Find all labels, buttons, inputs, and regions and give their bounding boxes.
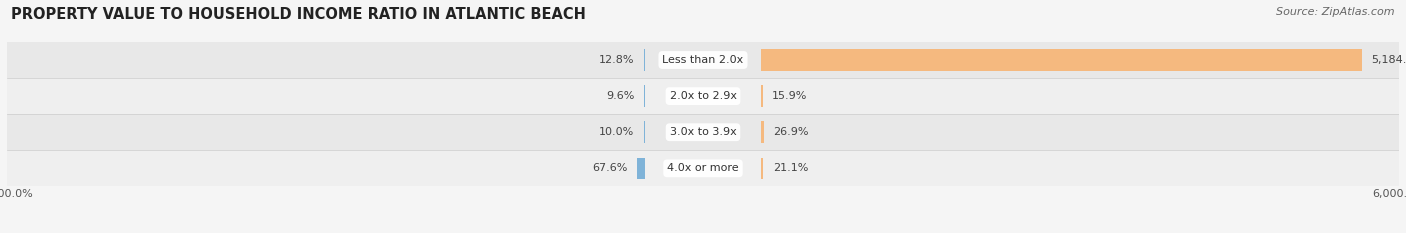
Bar bbox=[7, 150, 1399, 186]
Text: Less than 2.0x: Less than 2.0x bbox=[662, 55, 744, 65]
Text: 4.0x or more: 4.0x or more bbox=[668, 163, 738, 173]
Bar bbox=[761, 85, 763, 107]
Text: 3.0x to 3.9x: 3.0x to 3.9x bbox=[669, 127, 737, 137]
Text: 10.0%: 10.0% bbox=[599, 127, 634, 137]
Text: 15.9%: 15.9% bbox=[772, 91, 807, 101]
Text: Source: ZipAtlas.com: Source: ZipAtlas.com bbox=[1277, 7, 1395, 17]
Text: 12.8%: 12.8% bbox=[599, 55, 634, 65]
Text: 67.6%: 67.6% bbox=[592, 163, 628, 173]
Bar bbox=[7, 114, 1399, 150]
Text: PROPERTY VALUE TO HOUSEHOLD INCOME RATIO IN ATLANTIC BEACH: PROPERTY VALUE TO HOUSEHOLD INCOME RATIO… bbox=[11, 7, 586, 22]
Text: 26.9%: 26.9% bbox=[773, 127, 808, 137]
Bar bbox=[644, 49, 645, 71]
Text: 9.6%: 9.6% bbox=[606, 91, 634, 101]
Bar bbox=[7, 78, 1399, 114]
Bar bbox=[761, 49, 1362, 71]
Text: 2.0x to 2.9x: 2.0x to 2.9x bbox=[669, 91, 737, 101]
Bar bbox=[7, 42, 1399, 78]
Text: 5,184.1%: 5,184.1% bbox=[1372, 55, 1406, 65]
Bar bbox=[637, 158, 645, 179]
Bar bbox=[761, 121, 763, 143]
Bar bbox=[761, 158, 763, 179]
Text: 21.1%: 21.1% bbox=[773, 163, 808, 173]
